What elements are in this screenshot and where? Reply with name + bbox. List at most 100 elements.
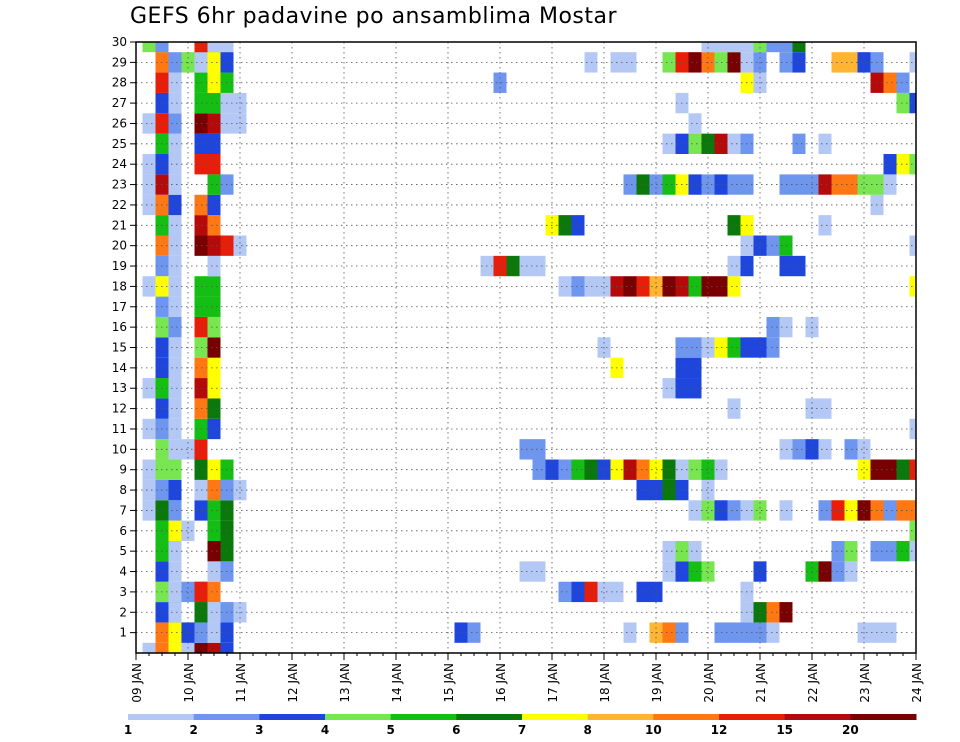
heatmap-cell	[727, 133, 741, 155]
heatmap-cell	[168, 113, 182, 134]
heatmap-cell	[753, 500, 767, 521]
heatmap-cell	[662, 133, 676, 155]
y-tick-label: 12	[112, 402, 127, 416]
heatmap-cell	[558, 459, 572, 480]
colorbar-swatch	[719, 714, 786, 720]
heatmap-cell	[636, 581, 650, 603]
heatmap-cell	[688, 52, 702, 73]
heatmap-cell	[571, 581, 585, 603]
heatmap-cell	[636, 479, 650, 501]
heatmap-cell	[207, 72, 221, 93]
y-tick-label: 14	[112, 361, 127, 375]
heatmap-cell	[168, 133, 182, 155]
heatmap-cell	[493, 255, 507, 277]
heatmap-cell	[662, 479, 676, 501]
heatmap-cell	[168, 215, 182, 236]
dotted-grid	[136, 41, 916, 653]
y-tick-label: 8	[119, 483, 127, 497]
heatmap-cell	[909, 52, 916, 73]
colorbar-swatch	[850, 714, 917, 720]
heatmap-cell	[558, 215, 572, 236]
heatmap-cell	[168, 479, 182, 501]
heatmap-cell	[688, 378, 702, 399]
colorbar-label: 10	[645, 723, 662, 737]
heatmap-cell	[688, 561, 702, 582]
x-tick-label: 09 JAN	[130, 663, 144, 703]
y-tick-label: 23	[112, 178, 127, 192]
heatmap-cell	[909, 235, 916, 256]
heatmap-cell	[727, 215, 741, 236]
heatmap-cell	[506, 255, 520, 277]
heatmap-cell	[597, 459, 611, 480]
heatmap-cell	[792, 42, 806, 53]
heatmap-cell	[168, 500, 182, 521]
y-tick-label: 19	[112, 259, 127, 273]
y-tick-label: 28	[112, 76, 127, 90]
heatmap-cell	[207, 133, 221, 155]
heatmap-cell	[662, 561, 676, 582]
heatmap-cell	[623, 276, 637, 297]
heatmap-cell	[207, 378, 221, 399]
heatmap-cell	[207, 113, 221, 134]
heatmap-cell	[779, 42, 793, 53]
heatmap-cell	[662, 540, 676, 562]
heatmap-cell	[909, 154, 916, 175]
heatmap-cell	[207, 520, 221, 541]
y-tick-label: 11	[112, 422, 127, 436]
heatmap-cell	[727, 337, 741, 358]
heatmap-cell	[831, 561, 845, 582]
heatmap-cell	[155, 642, 169, 653]
heatmap-cell	[168, 398, 182, 419]
heatmap-cell	[636, 276, 650, 297]
heatmap-cell	[168, 154, 182, 175]
heatmap-cell	[168, 72, 182, 93]
heatmap-cell	[662, 622, 676, 643]
heatmap-cell	[688, 174, 702, 195]
heatmap-cell	[233, 479, 247, 501]
y-tick-label: 16	[112, 320, 127, 334]
heatmap-cell	[597, 581, 611, 603]
heatmap-cell	[220, 642, 234, 653]
heatmap-cell	[896, 72, 910, 93]
heatmap-cell	[168, 296, 182, 317]
y-tick-label: 10	[112, 442, 127, 456]
heatmap-cell	[168, 357, 182, 379]
heatmap-cell	[623, 459, 637, 480]
heatmap-cell	[701, 174, 715, 195]
heatmap-cell	[207, 622, 221, 643]
heatmap-cell	[168, 316, 182, 338]
heatmap-cell	[688, 276, 702, 297]
x-tick-label: 24 JAN	[910, 663, 924, 703]
x-tick-label: 23 JAN	[858, 663, 872, 703]
heatmap-cell	[688, 337, 702, 358]
y-tick-label: 7	[119, 503, 127, 517]
heatmap-cell	[142, 418, 156, 440]
heatmap-cell	[532, 255, 546, 277]
heatmap-cell	[142, 194, 156, 216]
y-tick-label: 3	[119, 585, 127, 599]
x-tick-label: 18 JAN	[598, 663, 612, 703]
y-tick-label: 18	[112, 279, 127, 293]
heatmap-cell	[883, 174, 897, 195]
heatmap-cell	[883, 459, 897, 480]
heatmap-cell	[883, 622, 897, 643]
heatmap-cell	[701, 500, 715, 521]
heatmap-cell	[623, 622, 637, 643]
x-tick-label: 17 JAN	[546, 663, 560, 703]
heatmap-cell	[662, 52, 676, 73]
heatmap-cell	[883, 72, 897, 93]
heatmap-cell	[168, 92, 182, 114]
heatmap-cell	[168, 194, 182, 216]
colorbar-label: 2	[189, 723, 197, 737]
heatmap-cell	[207, 581, 221, 603]
heatmap-cell	[688, 459, 702, 480]
colorbar-label: 12	[711, 723, 728, 737]
heatmap-cell	[896, 92, 910, 114]
colorbar-swatch	[128, 714, 195, 720]
heatmap-cell	[168, 235, 182, 256]
heatmap-cell	[740, 42, 754, 53]
colorbar-swatch	[390, 714, 457, 720]
colorbar-swatch	[325, 714, 392, 720]
heatmap-cell	[181, 439, 195, 460]
heatmap-cell	[792, 255, 806, 277]
